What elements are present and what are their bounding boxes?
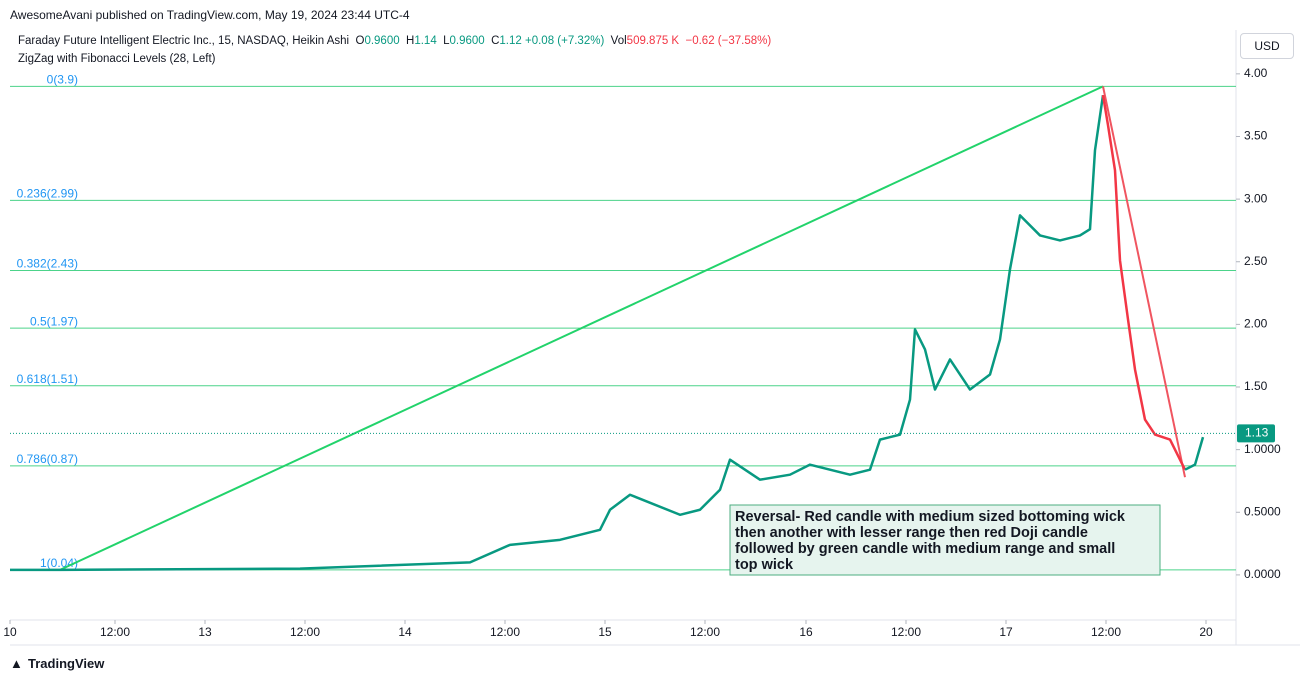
y-tick-label: 4.00 <box>1244 66 1268 80</box>
annotation-box <box>729 504 1161 576</box>
y-tick-label: 2.50 <box>1244 254 1268 268</box>
close: 1.12 <box>499 35 522 47</box>
currency-button[interactable]: USD <box>1240 33 1294 59</box>
last-price-label: 1.13 <box>1245 426 1269 440</box>
published: AwesomeAvani published on TradingView.co… <box>10 8 410 22</box>
footer: ▲ TradingView <box>10 656 104 671</box>
y-tick-label: 2.00 <box>1244 317 1268 331</box>
fib-label: 0.786(0.87) <box>17 452 78 466</box>
price-line <box>1184 436 1205 471</box>
x-tick-label: 20 <box>1199 625 1213 639</box>
volume: 509.875 K <box>626 35 680 47</box>
indicator: ZigZag with Fibonacci Levels (28, Left) <box>18 53 216 65</box>
low: 0.9600 <box>449 35 485 47</box>
price-line <box>1101 94 1187 471</box>
y-tick-label: 0.5000 <box>1244 504 1281 518</box>
x-tick-label: 12:00 <box>490 625 520 639</box>
open: 0.9600 <box>364 35 400 47</box>
fib-label: 1(0.04) <box>40 556 78 570</box>
zigzag-line <box>1102 86 1186 478</box>
x-tick-label: 15 <box>598 625 612 639</box>
high: 1.14 <box>414 35 437 47</box>
symbol: Faraday Future Intelligent Electric Inc.… <box>18 35 350 47</box>
y-tick-label: 0.0000 <box>1244 567 1281 581</box>
fib-label: 0.618(1.51) <box>17 372 78 386</box>
l-label: L <box>443 35 450 47</box>
x-tick-label: 17 <box>999 625 1013 639</box>
x-tick-label: 12:00 <box>690 625 720 639</box>
h-label: H <box>406 35 415 47</box>
brand: TradingView <box>28 656 105 671</box>
x-tick-label: 12:00 <box>100 625 130 639</box>
logo: ▲ <box>10 656 23 671</box>
annotation-line: top wick <box>735 557 794 573</box>
zigzag-line <box>59 85 1104 571</box>
last-price-box <box>1237 424 1275 443</box>
y-tick-label: 3.00 <box>1244 191 1268 205</box>
x-tick-label: 13 <box>198 625 212 639</box>
annotation-line: then another with lesser range then red … <box>735 525 1088 541</box>
y-tick-label: 1.50 <box>1244 379 1268 393</box>
fib-label: 0.5(1.97) <box>30 314 78 328</box>
vol-change: −0.62 (−37.58%) <box>685 35 772 47</box>
y-tick-label: 3.50 <box>1244 129 1268 143</box>
change: +0.08 (+7.32%) <box>525 35 605 47</box>
x-tick-label: 12:00 <box>290 625 320 639</box>
vol-label: Vol <box>610 35 627 47</box>
fib-label: 0.382(2.43) <box>17 257 78 271</box>
x-tick-label: 12:00 <box>1091 625 1121 639</box>
y-tick-label: 1.0000 <box>1244 442 1281 456</box>
fib-label: 0(3.9) <box>47 73 78 87</box>
annotation-line: followed by green candle with medium ran… <box>735 541 1115 557</box>
fib-label: 0.236(2.99) <box>17 187 78 201</box>
x-tick-label: 16 <box>799 625 813 639</box>
price-line <box>10 94 1105 572</box>
legend-line: Faraday Future Intelligent Electric Inc.… <box>18 35 771 47</box>
x-tick-label: 14 <box>398 625 412 639</box>
o-label: O <box>355 35 365 47</box>
c-label: C <box>491 35 500 47</box>
annotation-line: Reversal- Red candle with medium sized b… <box>735 509 1126 525</box>
x-tick-label: 10 <box>3 625 17 639</box>
x-tick-label: 12:00 <box>891 625 921 639</box>
